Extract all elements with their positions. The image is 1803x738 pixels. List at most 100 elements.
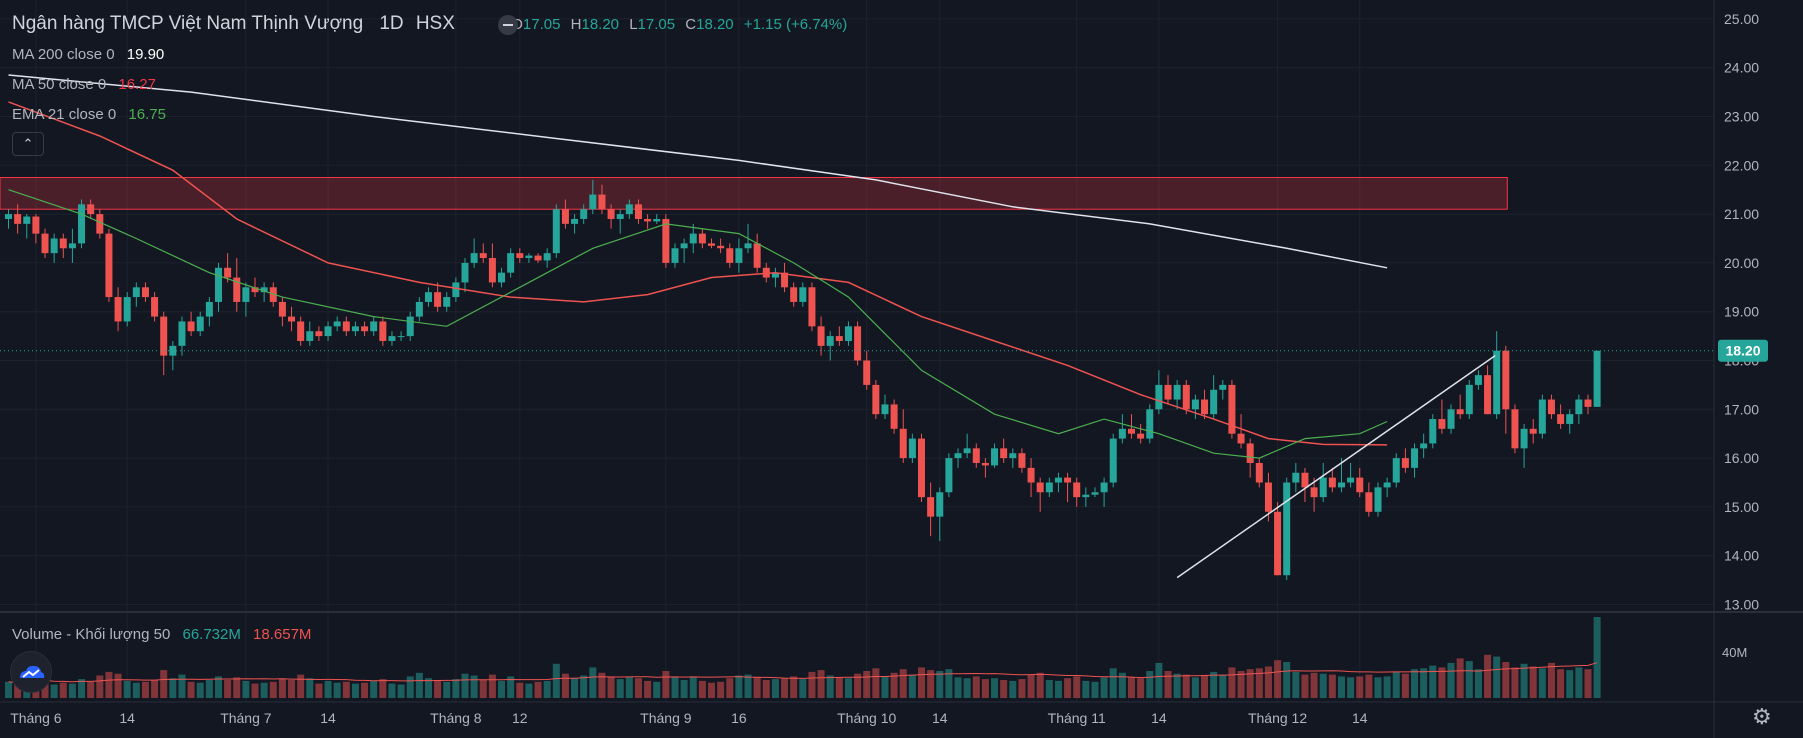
volume-bar xyxy=(1383,676,1391,698)
collapse-legend-button[interactable]: ⌃ xyxy=(12,132,44,156)
trendline[interactable] xyxy=(1176,355,1496,579)
candle xyxy=(278,297,286,327)
volume-legend[interactable]: Volume - Khối lượng 50 66.732M 18.657M xyxy=(12,626,311,643)
volume-bar xyxy=(1365,674,1373,698)
candle xyxy=(589,179,597,215)
candle xyxy=(1191,394,1199,420)
volume-bar xyxy=(78,679,86,698)
candle xyxy=(662,214,670,268)
price-tick-label: 22.00 xyxy=(1724,157,1759,173)
volume-bar xyxy=(589,667,597,698)
candle xyxy=(1502,345,1510,434)
ma200-line xyxy=(8,74,1388,269)
candle xyxy=(388,331,396,346)
candle xyxy=(1584,394,1592,415)
exchange-label: HSX xyxy=(415,13,455,34)
volume-bar xyxy=(160,670,168,698)
volume-bar xyxy=(1073,676,1081,698)
volume-bar xyxy=(397,684,405,698)
volume-bar xyxy=(1036,672,1044,698)
volume-bar xyxy=(1429,665,1437,698)
price-tick-label: 17.00 xyxy=(1724,401,1759,417)
volume-bar xyxy=(516,682,524,698)
candle xyxy=(552,204,560,259)
candle xyxy=(333,316,341,332)
volume-bar xyxy=(744,674,752,698)
volume-bar xyxy=(452,679,460,698)
candle xyxy=(1538,394,1546,439)
ema21-legend[interactable]: EMA 21 close 0 16.75 xyxy=(12,106,166,123)
volume-bar xyxy=(141,681,149,698)
candle xyxy=(461,258,469,293)
candles xyxy=(5,179,1601,581)
volume-bar xyxy=(1274,660,1282,698)
candle xyxy=(68,228,76,263)
volume-bar xyxy=(1109,668,1117,698)
time-tick-label: Tháng 9 xyxy=(640,710,692,726)
candle xyxy=(1557,404,1565,429)
candle xyxy=(771,267,779,288)
volume-bar xyxy=(534,681,542,698)
volume-bar xyxy=(324,680,332,698)
volume-bar xyxy=(954,677,962,698)
candle xyxy=(41,228,49,259)
volume-bar xyxy=(552,663,560,698)
gear-icon[interactable]: ⚙ xyxy=(1752,704,1772,729)
candle xyxy=(87,199,95,219)
tradingview-logo[interactable] xyxy=(10,651,52,693)
volume-bar xyxy=(1392,671,1400,698)
volume-bar xyxy=(1538,668,1546,698)
volume-bar xyxy=(771,679,779,698)
candle xyxy=(14,204,22,234)
last-price-badge: 18.20 xyxy=(1718,339,1768,362)
volume-bar xyxy=(479,680,487,698)
candle xyxy=(1210,375,1218,420)
candle xyxy=(689,223,697,254)
candle xyxy=(260,282,268,302)
volume-bar xyxy=(14,683,22,698)
candle xyxy=(1118,414,1126,444)
symbol-title[interactable]: Ngân hàng TMCP Việt Nam Thịnh Vượng xyxy=(12,13,364,34)
candle xyxy=(735,238,743,273)
volume-bar xyxy=(835,677,843,698)
volume-bars xyxy=(5,617,1601,698)
volume-bar xyxy=(1328,674,1336,698)
price-scale[interactable]: 25.0024.0023.0022.0021.0020.0019.0018.00… xyxy=(1724,11,1759,613)
volume-bar xyxy=(1493,656,1501,698)
time-axis[interactable]: Tháng 6 14 Tháng 7 14 Tháng 8 12 Tháng 9 16 Thán… xyxy=(10,710,1368,726)
candle xyxy=(1411,443,1419,478)
resistance-zone[interactable] xyxy=(0,177,1508,210)
volume-bar xyxy=(507,676,515,698)
candle xyxy=(1347,462,1355,488)
candle xyxy=(205,297,213,327)
time-tick-label: 16 xyxy=(731,710,747,726)
hide-indicators-button[interactable] xyxy=(498,15,518,35)
candle xyxy=(799,282,807,307)
candle xyxy=(251,277,259,298)
volume-bar xyxy=(726,678,734,698)
volume-bar xyxy=(1465,661,1473,698)
ma50-legend[interactable]: MA 50 close 0 16.27 xyxy=(12,76,156,93)
volume-bar xyxy=(1228,667,1236,698)
candle xyxy=(1575,394,1583,424)
volume-bar xyxy=(306,678,314,698)
candle xyxy=(1137,423,1145,444)
candle xyxy=(1073,477,1081,507)
volume-bar xyxy=(1529,666,1537,698)
ma200-legend[interactable]: MA 200 close 0 19.90 xyxy=(12,46,164,63)
candle xyxy=(908,433,916,463)
interval-label[interactable]: 1D xyxy=(379,13,404,34)
volume-bar xyxy=(1237,671,1245,698)
candle xyxy=(132,282,140,307)
volume-bar xyxy=(1374,677,1382,698)
volume-bar xyxy=(59,682,67,698)
volume-bar xyxy=(680,680,688,698)
close-label: C xyxy=(685,16,697,33)
candle xyxy=(1383,477,1391,498)
volume-bar xyxy=(1127,677,1135,698)
candle xyxy=(50,233,58,263)
price-tick-label: 15.00 xyxy=(1724,499,1759,515)
time-tick-label: 14 xyxy=(1151,710,1167,726)
volume-tick-label: 40M xyxy=(1722,645,1747,660)
